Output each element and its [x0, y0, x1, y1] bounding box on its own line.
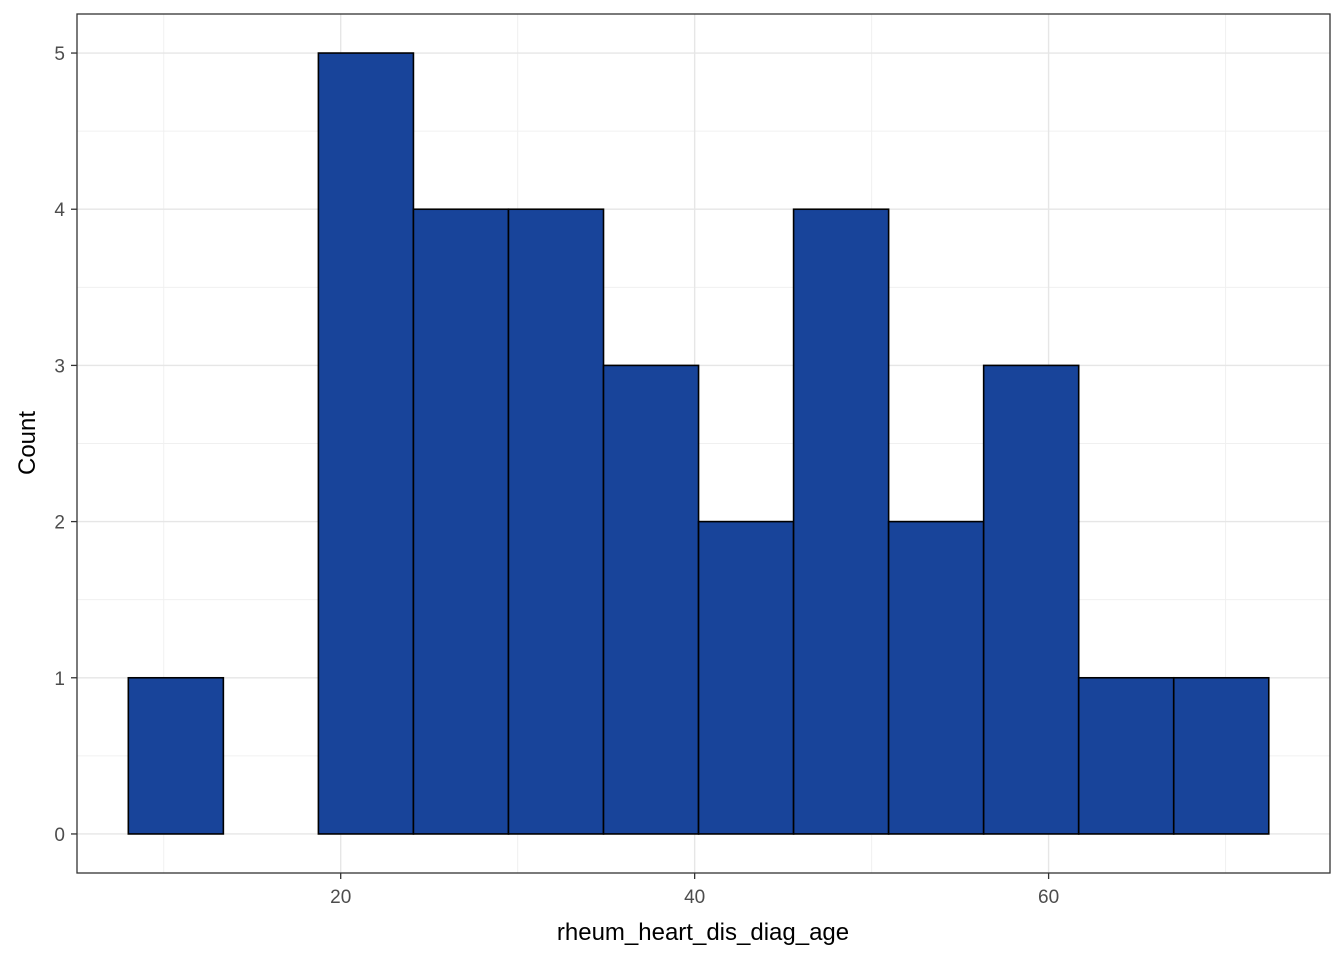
- histogram-bar: [507, 208, 605, 835]
- x-axis-title: rheum_heart_dis_diag_age: [557, 919, 849, 946]
- y-tick-label: 4: [54, 200, 65, 221]
- x-axis: 20 40 60: [330, 873, 1059, 908]
- histogram-bar: [127, 676, 225, 835]
- histogram-bar: [602, 364, 700, 835]
- y-tick-label: 5: [54, 44, 65, 65]
- histogram-bar: [317, 52, 415, 835]
- histogram-bar: [792, 208, 890, 835]
- histogram-bar: [412, 208, 510, 835]
- histogram-bars: [127, 52, 1270, 835]
- y-tick-label: 0: [54, 825, 65, 846]
- histogram-bar: [1172, 676, 1270, 835]
- y-tick-label: 1: [54, 669, 65, 690]
- y-axis: 0 1 2 3 4 5: [54, 44, 77, 846]
- histogram-bar: [697, 520, 795, 835]
- x-tick-label: 20: [330, 887, 351, 908]
- histogram-bar: [887, 520, 985, 835]
- x-tick-label: 60: [1038, 887, 1059, 908]
- plot-panel-border: [76, 13, 1331, 874]
- histogram-bar: [982, 364, 1080, 835]
- y-axis-title: Count: [14, 411, 41, 475]
- x-tick-label: 40: [684, 887, 705, 908]
- y-tick-label: 2: [54, 513, 65, 534]
- y-tick-label: 3: [54, 356, 65, 377]
- histogram-bar: [1077, 676, 1175, 835]
